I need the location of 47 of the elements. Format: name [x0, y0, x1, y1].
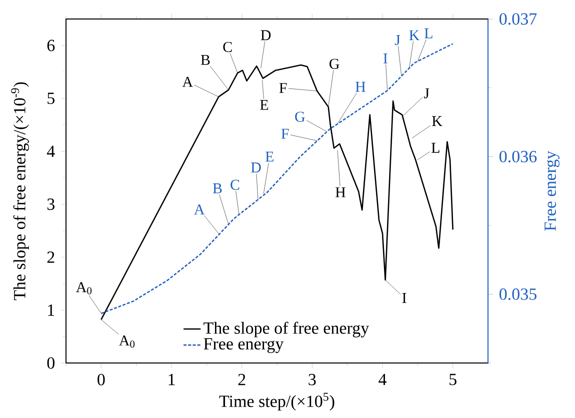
annotation: G	[295, 112, 305, 122]
annotation: F	[281, 128, 289, 139]
annotation: J	[424, 88, 430, 98]
y-axis-title: The slope of free energy/(×10$^{-9}$)	[11, 82, 29, 300]
annotation: C	[230, 180, 240, 190]
y-tick-label: 6	[47, 40, 55, 52]
annotation: J	[394, 35, 400, 46]
y-tick-label: 1	[48, 304, 54, 316]
annotation: E	[265, 152, 274, 162]
annotation: A$_{0}$	[76, 282, 92, 294]
y-tick-label: 2	[47, 252, 54, 263]
x-tick-label: 0	[98, 374, 105, 386]
x-tick-label: 5	[450, 374, 456, 386]
annotation: A	[182, 76, 193, 87]
x-tick-label: 4	[378, 374, 386, 386]
annotation: D	[251, 162, 261, 172]
y-tick-label: 0	[47, 357, 54, 369]
annotation: L	[424, 28, 432, 38]
y2-tick-label: 0.037	[500, 13, 537, 25]
annotation: B	[212, 183, 222, 194]
annotation: K	[409, 30, 420, 40]
y-tick-label: 3	[47, 198, 54, 210]
legend-label: Free energy	[204, 338, 284, 354]
annotation: K	[432, 116, 442, 126]
annotation: I	[402, 293, 406, 303]
annotation: C	[223, 42, 232, 52]
annotation: F	[279, 83, 287, 93]
annotation: B	[200, 54, 210, 65]
annotation: H	[356, 82, 366, 92]
y2-tick-label: 0.035	[500, 288, 536, 300]
x-tick-label: 1	[168, 374, 175, 386]
legend-label: The slope of free energy	[204, 322, 370, 338]
annotation: A	[194, 204, 205, 214]
x-tick-label: 2	[238, 374, 246, 386]
y-tick-label: 4	[46, 146, 55, 157]
y-tick-label: 5	[48, 92, 54, 104]
annotation: E	[260, 100, 268, 110]
x-tick-label: 3	[308, 374, 316, 386]
annotation: L	[432, 142, 440, 153]
x-axis-title: Time step/(×10$^{5}$)	[219, 392, 334, 411]
annotation: H	[336, 187, 346, 198]
annotation: A$_{0}$	[119, 336, 135, 348]
annotation: G	[330, 58, 340, 69]
y2-tick-label: 0.036	[500, 150, 537, 162]
annotation: I	[383, 54, 388, 64]
annotation: D	[260, 30, 271, 40]
y2-axis-title: Free energy	[544, 150, 560, 231]
